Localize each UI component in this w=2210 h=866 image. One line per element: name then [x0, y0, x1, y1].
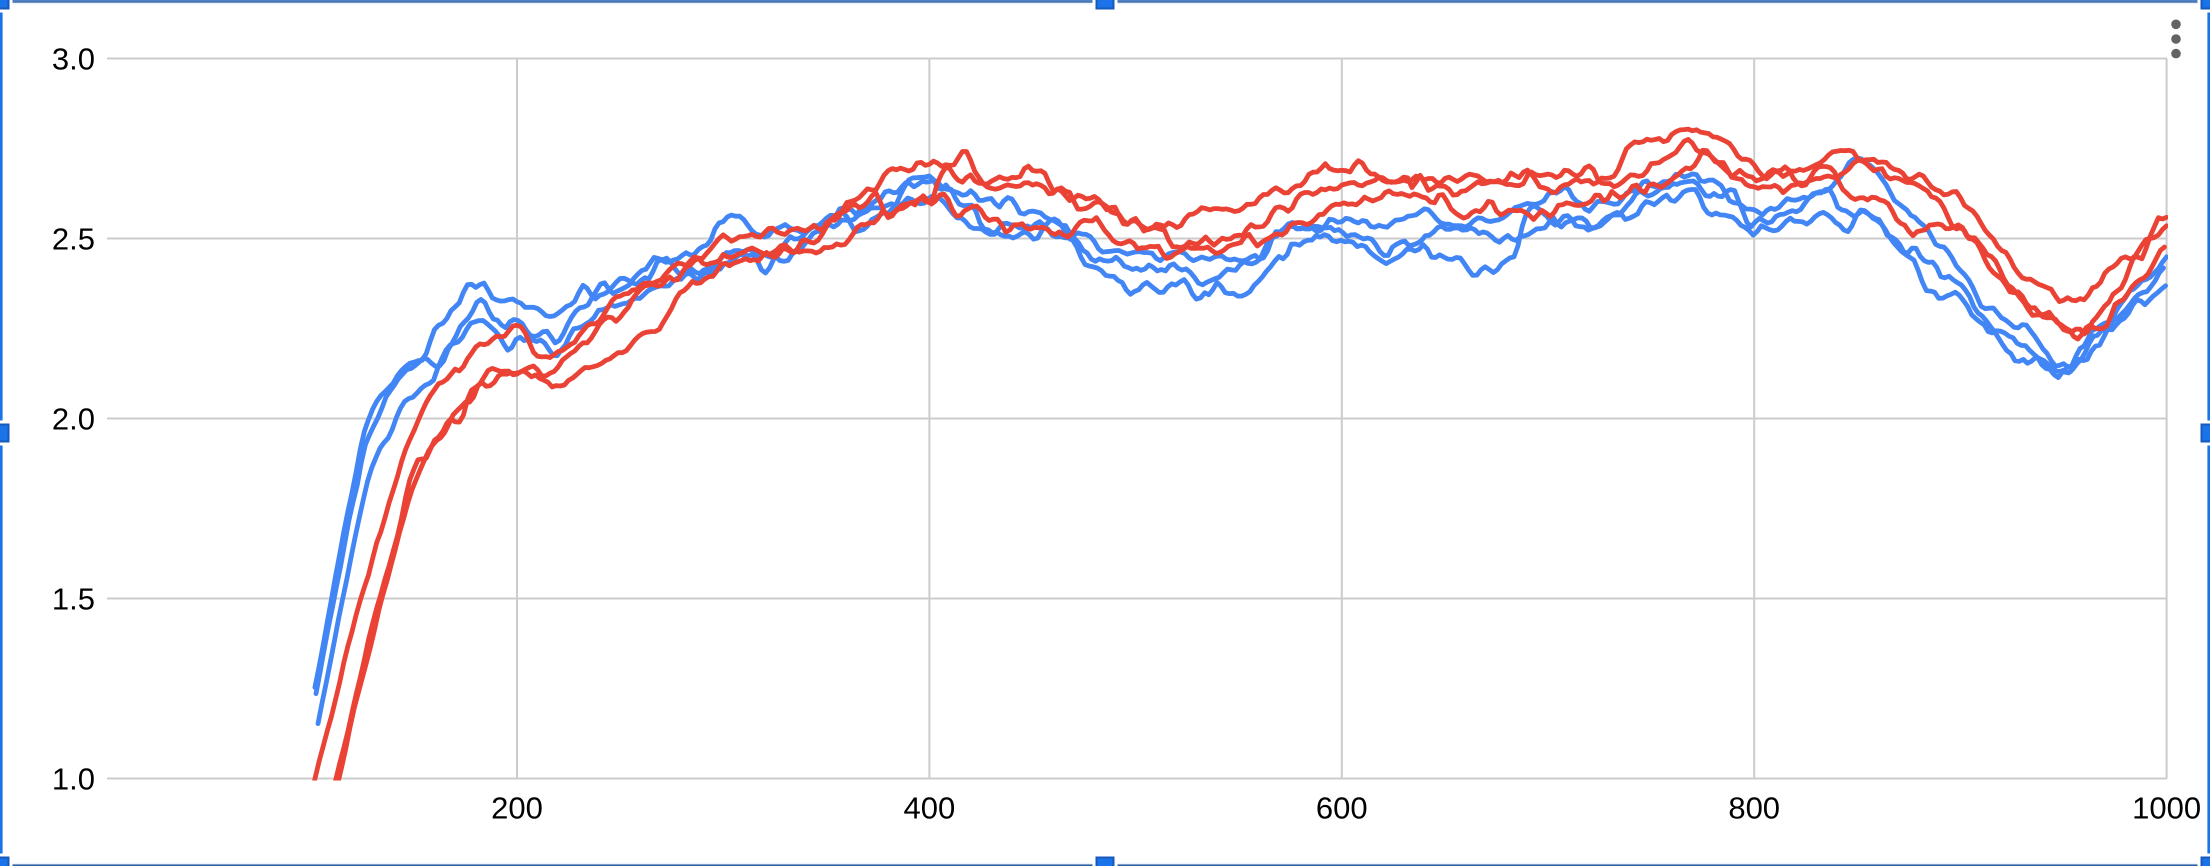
svg-text:400: 400	[904, 791, 956, 826]
svg-text:1000: 1000	[2132, 791, 2201, 826]
svg-text:3.0: 3.0	[52, 41, 95, 76]
svg-text:1.5: 1.5	[52, 581, 95, 616]
svg-text:600: 600	[1316, 791, 1368, 826]
svg-text:2.5: 2.5	[52, 221, 95, 256]
svg-text:2.0: 2.0	[52, 401, 95, 436]
svg-text:800: 800	[1728, 791, 1780, 826]
svg-text:1.0: 1.0	[52, 761, 95, 796]
svg-text:200: 200	[491, 791, 543, 826]
